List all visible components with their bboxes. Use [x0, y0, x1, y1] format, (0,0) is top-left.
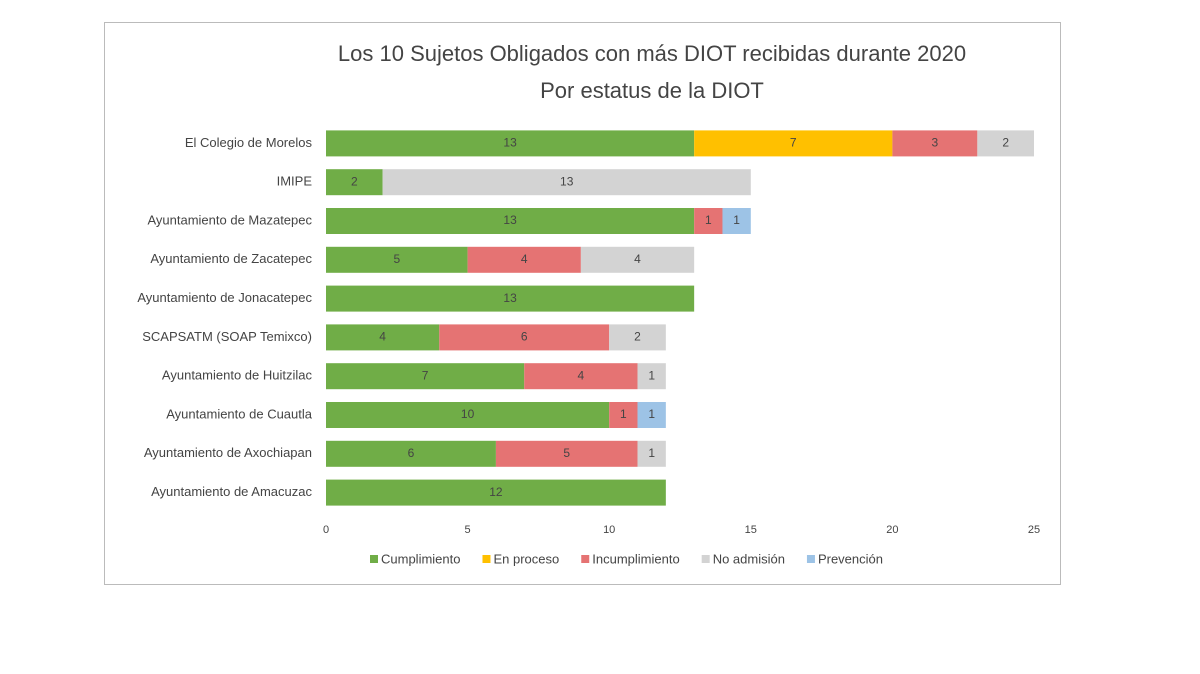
y-tick-label: SCAPSATM (SOAP Temixco) — [142, 329, 312, 344]
data-label: 4 — [634, 252, 641, 266]
data-label: 1 — [648, 446, 655, 460]
data-label: 1 — [733, 213, 740, 227]
x-tick-label: 10 — [603, 524, 615, 536]
bar-segment — [694, 208, 723, 234]
data-label: 7 — [790, 136, 797, 150]
legend-swatch — [581, 555, 590, 563]
bar-segment — [326, 169, 383, 196]
bar-segment — [326, 285, 695, 312]
data-label: 1 — [620, 407, 627, 421]
data-label: 13 — [503, 213, 517, 227]
data-label: 3 — [932, 136, 939, 150]
bar-segment — [495, 440, 638, 467]
bar-segment — [580, 246, 695, 273]
y-tick-label: Ayuntamiento de Cuautla — [166, 406, 313, 421]
bar-segment — [524, 363, 638, 390]
bar-segment — [892, 130, 978, 157]
bar-segment — [326, 440, 496, 467]
bar-segment — [326, 130, 695, 157]
chart-subtitle: Por estatus de la DIOT — [540, 78, 764, 103]
bar-segment — [637, 402, 666, 428]
data-label: 4 — [521, 252, 528, 266]
y-tick-label: IMIPE — [277, 174, 313, 189]
data-label: 7 — [422, 368, 429, 382]
data-label: 2 — [351, 174, 358, 188]
data-label: 13 — [560, 174, 574, 188]
y-tick-label: Ayuntamiento de Jonacatepec — [137, 290, 312, 305]
bar-segment — [694, 130, 893, 157]
bar-segment — [609, 324, 666, 351]
data-label: 4 — [379, 330, 386, 344]
legend-label: En proceso — [493, 551, 559, 566]
bar-segment — [609, 402, 638, 428]
legend-label: Incumplimiento — [592, 551, 679, 566]
legend-swatch — [482, 555, 491, 563]
data-label: 10 — [461, 407, 475, 421]
bar-segment — [637, 440, 666, 467]
y-tick-label: Ayuntamiento de Mazatepec — [147, 212, 312, 227]
bar-segment — [637, 363, 666, 390]
bar-segment — [977, 130, 1034, 157]
y-tick-label: Ayuntamiento de Amacuzac — [151, 484, 312, 499]
data-label: 1 — [648, 368, 655, 382]
x-tick-label: 25 — [1028, 524, 1040, 536]
bar-segment — [326, 208, 695, 234]
data-label: 5 — [393, 252, 400, 266]
data-label: 6 — [408, 446, 415, 460]
data-label: 2 — [1002, 136, 1009, 150]
legend-label: No admisión — [713, 551, 785, 566]
bar-segment — [326, 479, 666, 506]
y-tick-label: El Colegio de Morelos — [185, 135, 313, 150]
x-tick-label: 20 — [886, 524, 898, 536]
data-label: 2 — [634, 330, 641, 344]
data-label: 13 — [503, 136, 517, 150]
y-tick-label: Ayuntamiento de Axochiapan — [144, 445, 312, 460]
y-tick-label: Ayuntamiento de Zacatepec — [150, 251, 312, 266]
chart-title: Los 10 Sujetos Obligados con más DIOT re… — [338, 41, 966, 66]
legend-swatch — [806, 555, 815, 563]
legend-swatch — [370, 555, 378, 563]
data-label: 1 — [705, 213, 712, 227]
legend-swatch — [701, 555, 710, 563]
bar-segment — [439, 324, 610, 351]
bar-segment — [326, 246, 468, 273]
bar-segment — [382, 169, 751, 196]
legend-label: Cumplimiento — [381, 551, 460, 566]
bar-segment — [722, 208, 751, 234]
data-label: 1 — [648, 407, 655, 421]
data-label: 5 — [563, 446, 570, 460]
y-tick-label: Ayuntamiento de Huitzilac — [162, 368, 313, 383]
x-tick-label: 15 — [745, 524, 757, 536]
bar-segment — [467, 246, 581, 273]
data-label: 13 — [503, 291, 517, 305]
data-label: 4 — [578, 368, 585, 382]
legend-label: Prevención — [818, 551, 883, 566]
bar-segment — [326, 324, 440, 351]
x-tick-label: 0 — [323, 524, 329, 536]
bar-segment — [326, 402, 610, 428]
data-label: 6 — [521, 330, 528, 344]
bar-segment — [326, 363, 525, 390]
data-label: 12 — [489, 485, 503, 499]
x-tick-label: 5 — [465, 524, 471, 536]
